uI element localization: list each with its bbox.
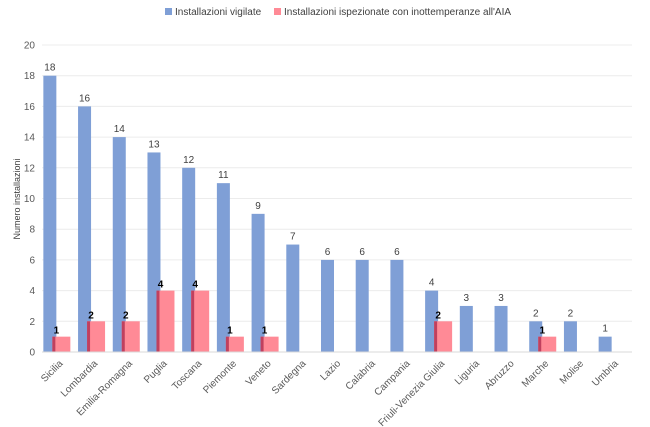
y-tick-label: 14	[24, 133, 36, 144]
x-tick-label-puglia: Puglia	[142, 358, 170, 386]
data-label-installazioni-ispezionate-sicilia: 1	[54, 326, 60, 337]
y-tick-label: 6	[29, 255, 35, 266]
data-label-installazioni-vigilate-sardegna: 7	[290, 232, 296, 243]
bar-edge-installazioni-ispezionate-puglia	[156, 290, 160, 352]
data-label-installazioni-ispezionate-puglia: 4	[158, 280, 164, 291]
bar-edge-installazioni-ispezionate-piemonte	[225, 336, 229, 352]
data-label-installazioni-ispezionate-piemonte: 1	[227, 326, 233, 337]
data-label-installazioni-vigilate-toscana: 12	[183, 155, 195, 166]
data-label-installazioni-vigilate-molise: 2	[568, 308, 574, 319]
data-label-installazioni-vigilate-sicilia: 18	[44, 63, 56, 74]
bar-installazioni-vigilate-sicilia	[43, 75, 57, 352]
data-label-installazioni-vigilate-emilia-romagna: 14	[114, 124, 126, 135]
data-label-installazioni-vigilate-marche: 2	[533, 308, 539, 319]
x-tick-label-umbria: Umbria	[590, 358, 621, 389]
x-tick-label-lazio: Lazio	[318, 358, 343, 383]
legend-swatch-installazioni-vigilate	[165, 8, 172, 15]
bar-installazioni-vigilate-emilia-romagna	[112, 137, 126, 352]
y-axis-title: Numero installazioni	[12, 158, 22, 239]
y-tick-label: 2	[29, 317, 35, 328]
bar-installazioni-vigilate-abruzzo	[494, 305, 508, 352]
x-tick-label-sicilia: Sicilia	[39, 358, 66, 385]
bar-installazioni-ispezionate-marche	[538, 336, 557, 352]
y-tick-label: 20	[24, 41, 36, 52]
bar-installazioni-ispezionate-friuli-venezia-giulia	[434, 321, 453, 352]
data-label-installazioni-vigilate-puglia: 13	[148, 139, 160, 150]
x-tick-label-calabria: Calabria	[344, 358, 378, 392]
data-label-installazioni-vigilate-campania: 6	[394, 247, 400, 258]
bar-installazioni-vigilate-lombardia	[78, 106, 92, 353]
data-label-installazioni-ispezionate-lombardia: 2	[88, 310, 94, 321]
data-label-installazioni-vigilate-liguria: 3	[464, 293, 470, 304]
bar-edge-installazioni-ispezionate-friuli-venezia-giulia	[434, 321, 438, 352]
x-tick-label-liguria: Liguria	[453, 358, 482, 387]
bar-installazioni-ispezionate-toscana	[191, 290, 210, 352]
y-tick-label: 4	[29, 286, 35, 297]
data-label-installazioni-ispezionate-friuli-venezia-giulia: 2	[435, 310, 441, 321]
x-tick-label-sardegna: Sardegna	[270, 358, 309, 397]
bar-installazioni-vigilate-piemonte	[216, 183, 230, 352]
legend-label-installazioni-ispezionate: Installazioni ispezionate con inottemper…	[284, 7, 511, 18]
bar-installazioni-vigilate-sardegna	[286, 244, 300, 352]
x-tick-label-molise: Molise	[558, 358, 587, 387]
data-label-installazioni-vigilate-piemonte: 11	[218, 170, 229, 181]
bar-installazioni-ispezionate-veneto	[260, 336, 279, 352]
bar-installazioni-ispezionate-puglia	[156, 290, 175, 352]
bar-installazioni-ispezionate-sicilia	[52, 336, 71, 352]
x-tick-label-toscana: Toscana	[170, 358, 204, 392]
data-label-installazioni-vigilate-calabria: 6	[359, 247, 365, 258]
legend-label-installazioni-vigilate: Installazioni vigilate	[175, 7, 262, 18]
bar-installazioni-vigilate-umbria	[598, 336, 612, 352]
y-tick-label: 10	[24, 194, 36, 205]
data-label-installazioni-vigilate-lazio: 6	[325, 247, 331, 258]
x-tick-label-veneto: Veneto	[244, 358, 274, 388]
bar-edge-installazioni-ispezionate-sicilia	[52, 336, 56, 352]
data-label-installazioni-ispezionate-marche: 1	[539, 326, 545, 337]
bar-edge-installazioni-ispezionate-lombardia	[87, 321, 91, 352]
bar-edge-installazioni-ispezionate-toscana	[191, 290, 195, 352]
x-tick-label-piemonte: Piemonte	[201, 358, 239, 396]
data-label-installazioni-ispezionate-toscana: 4	[192, 280, 198, 291]
data-label-installazioni-ispezionate-veneto: 1	[262, 326, 268, 337]
data-label-installazioni-vigilate-umbria: 1	[602, 324, 608, 335]
bar-edge-installazioni-ispezionate-veneto	[260, 336, 264, 352]
bar-installazioni-vigilate-campania	[390, 259, 404, 352]
y-axis-ticks: 0 2 4 6 8 10 12 14 16 18 20	[24, 41, 36, 359]
bar-installazioni-ispezionate-emilia-romagna	[121, 321, 140, 352]
y-tick-label: 8	[29, 225, 35, 236]
data-label-installazioni-vigilate-veneto: 9	[255, 201, 261, 212]
data-label-installazioni-ispezionate-emilia-romagna: 2	[123, 310, 129, 321]
bar-installazioni-vigilate-lazio	[321, 259, 334, 352]
y-tick-label: 0	[29, 348, 35, 359]
bar-installazioni-vigilate-veneto	[251, 213, 265, 352]
data-label-installazioni-vigilate-friuli-venezia-giulia: 4	[429, 278, 435, 289]
legend-swatch-installazioni-ispezionate	[274, 8, 281, 15]
bars	[43, 75, 612, 353]
bar-installazioni-ispezionate-piemonte	[225, 336, 244, 352]
bar-installazioni-ispezionate-lombardia	[87, 321, 106, 352]
data-label-installazioni-vigilate-abruzzo: 3	[498, 293, 504, 304]
gridlines	[42, 44, 632, 322]
x-tick-label-marche: Marche	[520, 358, 552, 390]
x-tick-label-friuli-venezia-giulia: Friuli-Venezia Giulia	[377, 358, 448, 427]
bar-installazioni-vigilate-molise	[563, 321, 577, 352]
x-tick-label-abruzzo: Abruzzo	[483, 358, 517, 392]
bar-installazioni-vigilate-liguria	[459, 305, 473, 352]
legend: Installazioni vigilate Installazioni isp…	[165, 7, 511, 18]
data-label-installazioni-vigilate-lombardia: 16	[79, 93, 91, 104]
bar-edge-installazioni-ispezionate-emilia-romagna	[121, 321, 125, 352]
bar-edge-installazioni-ispezionate-marche	[538, 336, 542, 352]
y-tick-label: 16	[24, 102, 36, 113]
bar-installazioni-vigilate-calabria	[355, 259, 369, 352]
y-tick-label: 12	[24, 163, 36, 174]
y-tick-label: 18	[24, 71, 36, 82]
